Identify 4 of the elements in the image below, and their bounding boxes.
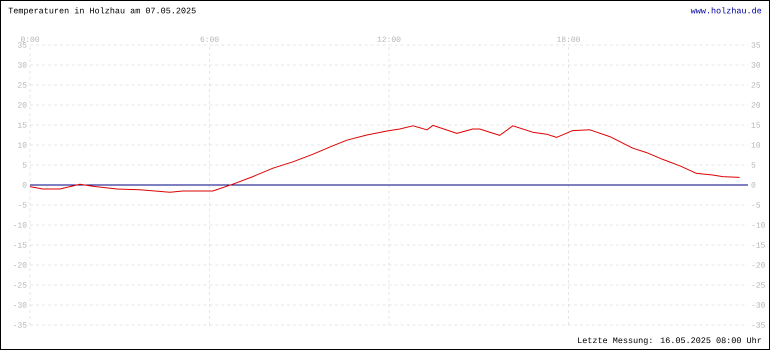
line-series — [30, 124, 740, 193]
chart-title: Temperaturen in Holzhau am 07.05.2025 — [8, 7, 196, 16]
text: www.holzhau.de — [690, 7, 762, 14]
text: Letzte Messung: 16.05.2025 08:00 Uhr — [578, 336, 762, 345]
